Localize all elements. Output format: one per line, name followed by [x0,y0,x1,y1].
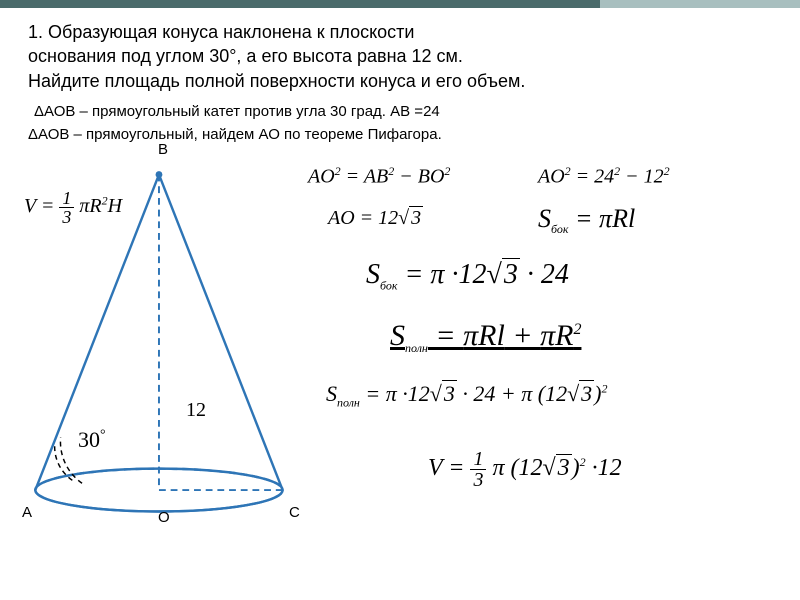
formula-AO-val: AO = 12√3 [328,207,423,230]
label-C: C [289,504,300,521]
label-O: O [158,509,170,526]
formula-Spoln-val: Sполн = π ·12√3 · 24 + π (12√3)2 [326,381,607,410]
formula-V-val: V = 13 π (12√3)2 ·12 [428,449,622,490]
angle-label: 30° [78,427,106,453]
problem-line1: 1. Образующая конуса наклонена к плоскос… [28,20,760,44]
height-label: 12 [186,399,206,422]
formula-Sbok-def: Sбок = πRl [538,204,635,237]
math-area: 30° 12 B A O C V = 13 πR2H AO2 = AB2 − B… [28,149,760,569]
formula-AO2-2: AO2 = 242 − 122 [538,164,670,189]
label-A: A [22,504,32,521]
problem-statement: 1. Образующая конуса наклонена к плоскос… [28,20,760,93]
solution-step2: ΔАОВ – прямоугольный, найдем АО по теоре… [28,126,760,143]
formula-Sbok-val: Sбок = π ·12√3 · 24 [366,259,569,294]
solution-step1: ΔАОВ – прямоугольный катет против угла 3… [34,103,760,120]
problem-line3: Найдите площадь полной поверхности конус… [28,69,760,93]
label-B: B [158,141,168,158]
problem-line2: основания под углом 30°, а его высота ра… [28,44,760,68]
formula-Spoln-def: Sполн = πRl + πR2 [390,319,581,356]
formula-AO2-1: AO2 = AB2 − BO2 [308,164,450,189]
content-area: 1. Образующая конуса наклонена к плоскос… [0,8,800,579]
top-bar [0,0,800,8]
formula-V-def: V = 13 πR2H [24,189,122,226]
